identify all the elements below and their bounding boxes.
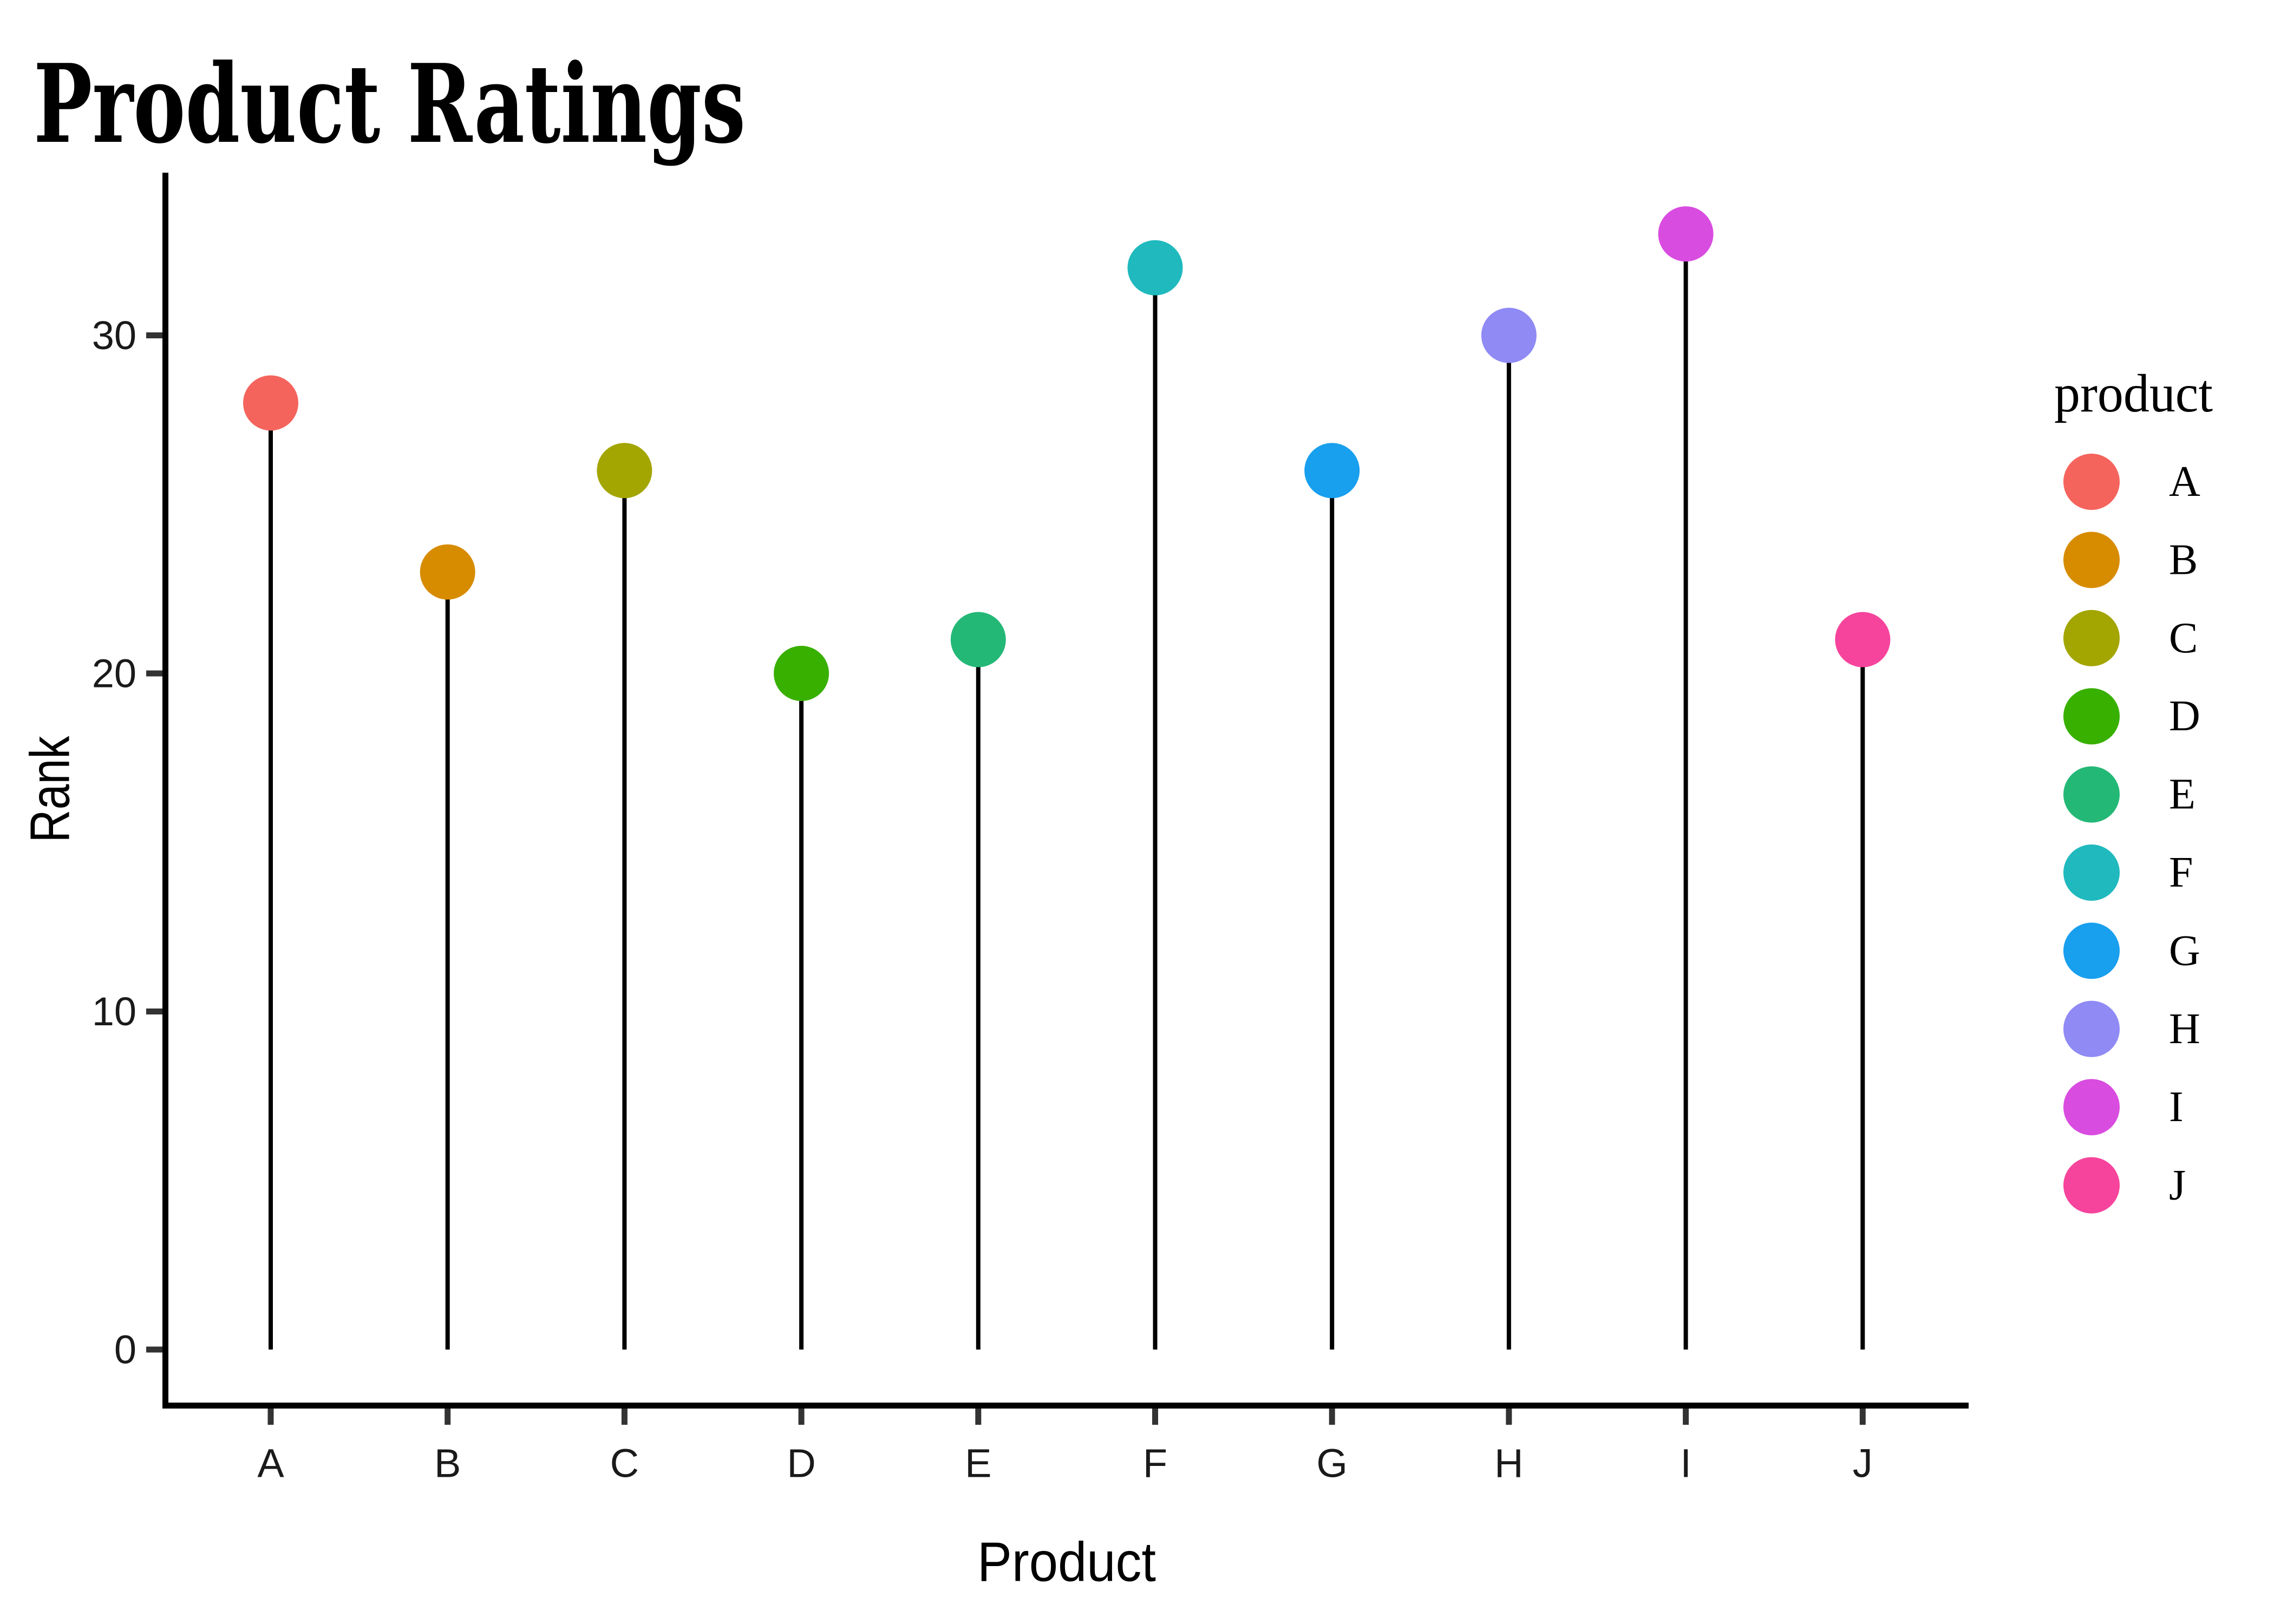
x-tick-mark xyxy=(798,1409,805,1425)
y-tick-label: 30 xyxy=(92,313,136,358)
x-tick-label-B: B xyxy=(434,1441,461,1486)
legend-swatch-E xyxy=(2063,766,2120,823)
legend-label-H: H xyxy=(2169,1005,2200,1053)
data-point-B xyxy=(420,544,475,600)
x-tick-mark xyxy=(1329,1409,1335,1425)
y-axis-title: Rank xyxy=(19,736,81,842)
lollipops xyxy=(243,206,1891,1350)
x-tick-label-E: E xyxy=(965,1441,991,1486)
x-tick-label-A: A xyxy=(257,1441,284,1486)
legend-swatch-A xyxy=(2063,454,2120,510)
legend-swatch-D xyxy=(2063,688,2120,745)
x-tick-mark xyxy=(975,1409,982,1425)
data-point-G xyxy=(1304,443,1360,499)
x-tick-label-H: H xyxy=(1494,1441,1523,1486)
y-tick-label: 20 xyxy=(92,651,136,696)
x-tick-label-I: I xyxy=(1680,1441,1691,1486)
data-point-E xyxy=(950,612,1006,667)
legend-label-B: B xyxy=(2169,536,2198,584)
legend-swatch-I xyxy=(2063,1079,2120,1136)
y-tick-label: 10 xyxy=(92,989,136,1034)
x-tick-label-J: J xyxy=(1853,1441,1873,1486)
legend-swatch-C xyxy=(2063,610,2120,666)
data-point-J xyxy=(1835,612,1891,667)
legend-swatch-H xyxy=(2063,1000,2120,1057)
legend-label-F: F xyxy=(2169,849,2193,896)
x-tick-label-C: C xyxy=(610,1441,639,1486)
y-tick-mark xyxy=(146,1009,162,1014)
y-tick-mark xyxy=(146,670,162,677)
data-point-F xyxy=(1127,240,1183,296)
data-point-I xyxy=(1658,206,1714,262)
legend-swatch-G xyxy=(2063,922,2120,979)
axes: 0 10 20 30 A B C D E F G H I J xyxy=(92,173,1969,1486)
legend-label-A: A xyxy=(2169,458,2200,506)
x-axis-title: Product xyxy=(977,1531,1156,1593)
legend-swatch-B xyxy=(2063,532,2120,588)
legend-label-C: C xyxy=(2169,614,2198,662)
legend-label-E: E xyxy=(2169,771,2195,818)
y-tick-mark xyxy=(146,332,162,338)
x-tick-mark xyxy=(445,1409,451,1425)
x-tick-mark xyxy=(1152,1409,1158,1425)
x-tick-mark xyxy=(1859,1409,1866,1425)
y-axis-line xyxy=(162,173,168,1409)
data-point-D xyxy=(774,646,829,701)
legend-label-G: G xyxy=(2169,927,2200,974)
legend-label-J: J xyxy=(2169,1162,2186,1209)
chart-title: Product Ratings xyxy=(34,41,746,168)
legend-title: product xyxy=(2054,363,2213,423)
x-tick-mark xyxy=(1683,1409,1689,1425)
data-point-C xyxy=(597,443,652,499)
x-axis-line xyxy=(162,1403,1969,1409)
x-tick-label-G: G xyxy=(1316,1441,1348,1486)
legend-label-I: I xyxy=(2169,1083,2184,1131)
legend-swatch-J xyxy=(2063,1157,2120,1214)
x-tick-mark xyxy=(267,1409,274,1425)
data-point-A xyxy=(243,375,298,431)
legend-swatch-F xyxy=(2063,844,2120,901)
x-tick-label-D: D xyxy=(787,1441,815,1486)
legend-label-D: D xyxy=(2169,692,2200,740)
data-point-H xyxy=(1481,307,1537,363)
y-tick-label: 0 xyxy=(114,1327,136,1372)
x-tick-label-F: F xyxy=(1143,1441,1167,1486)
x-tick-mark xyxy=(1506,1409,1512,1425)
y-tick-mark xyxy=(146,1346,162,1353)
x-tick-mark xyxy=(621,1409,628,1425)
